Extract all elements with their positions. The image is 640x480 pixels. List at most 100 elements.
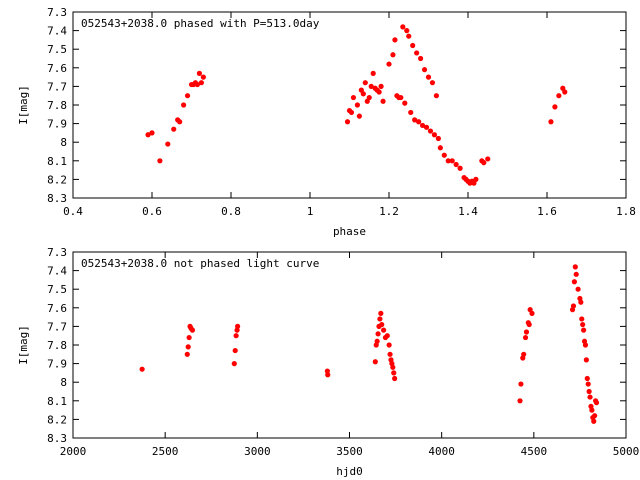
data-point xyxy=(473,176,479,182)
y-tick-label: 7.7 xyxy=(47,80,67,93)
x-tick-label: 1 xyxy=(307,205,314,218)
data-point xyxy=(387,351,393,357)
data-point xyxy=(350,94,357,101)
data-point xyxy=(445,158,451,164)
y-tick-label: 7.6 xyxy=(47,302,67,315)
data-point xyxy=(523,329,530,335)
data-point xyxy=(586,388,592,395)
data-point xyxy=(580,321,586,328)
data-point xyxy=(171,126,177,132)
data-point xyxy=(522,334,529,341)
data-point xyxy=(585,381,591,387)
data-point xyxy=(184,351,190,357)
data-point xyxy=(485,156,491,162)
data-point xyxy=(377,316,383,322)
x-tick-label: 5000 xyxy=(613,445,640,458)
x-tick-label: 3500 xyxy=(336,445,363,458)
data-point xyxy=(581,327,587,333)
data-point xyxy=(449,158,455,164)
data-point xyxy=(374,338,380,344)
data-point xyxy=(386,61,392,67)
data-point xyxy=(189,327,196,333)
data-point xyxy=(572,264,578,270)
data-point xyxy=(437,145,443,151)
phased-chart-title: 052543+2038.0 phased with P=513.0day xyxy=(81,17,320,30)
data-point xyxy=(380,98,386,104)
data-point xyxy=(578,299,584,305)
data-point xyxy=(529,310,535,316)
data-point xyxy=(362,80,368,86)
data-point xyxy=(404,28,410,34)
data-point xyxy=(348,109,355,116)
data-point xyxy=(360,91,366,97)
data-point xyxy=(433,93,439,99)
y-tick-label: 7.4 xyxy=(47,265,67,278)
y-tick-label: 7.3 xyxy=(47,246,67,259)
data-point xyxy=(370,70,376,76)
data-point xyxy=(587,394,593,400)
data-point xyxy=(582,342,589,348)
x-tick-label: 1.4 xyxy=(458,205,478,218)
data-point xyxy=(390,364,396,370)
data-point xyxy=(518,381,524,387)
data-point xyxy=(232,347,238,354)
y-tick-label: 7.8 xyxy=(47,339,67,352)
unphased-x-axis-label: hjd0 xyxy=(336,465,363,478)
data-point xyxy=(579,316,585,322)
data-point xyxy=(441,152,447,158)
data-point xyxy=(181,102,187,108)
data-point xyxy=(165,141,171,147)
x-tick-label: 1.2 xyxy=(379,205,399,218)
data-point xyxy=(354,102,360,108)
data-point xyxy=(457,165,463,171)
data-point xyxy=(412,117,418,123)
data-point xyxy=(435,135,441,142)
x-tick-label: 4000 xyxy=(428,445,455,458)
y-tick-label: 7.3 xyxy=(47,6,67,19)
y-tick-label: 8.3 xyxy=(47,192,67,205)
data-point xyxy=(186,334,192,341)
data-point xyxy=(194,81,201,88)
x-tick-label: 1.8 xyxy=(616,205,636,218)
data-point xyxy=(402,100,408,106)
data-point xyxy=(591,418,597,424)
data-point xyxy=(139,366,145,372)
data-point xyxy=(375,331,381,337)
data-point xyxy=(575,286,581,292)
data-point xyxy=(233,333,239,339)
data-point xyxy=(418,55,424,62)
data-point xyxy=(423,124,430,130)
data-point xyxy=(372,359,378,365)
y-tick-label: 7.5 xyxy=(47,283,67,296)
x-tick-label: 0.8 xyxy=(221,205,241,218)
data-point xyxy=(391,370,397,376)
data-point xyxy=(431,132,438,138)
data-point xyxy=(235,323,241,329)
data-point xyxy=(196,70,202,76)
unphased-light-curve-panel: 2000 2500 3000 3500 4000 4500 5000 7.3 7.4 7.5 7.6… xyxy=(17,246,639,478)
data-point xyxy=(368,83,374,89)
data-point xyxy=(378,83,384,89)
data-point xyxy=(392,37,398,43)
data-point xyxy=(145,132,151,138)
y-tick-label: 7.5 xyxy=(47,43,67,56)
phased-light-curve-panel: 0.4 0.6 0.8 1 1.2 1.4 1.6 1.8 7.3 7.4 7.5 7.6 7.7 7.8… xyxy=(17,6,636,238)
data-point xyxy=(556,93,562,99)
data-point xyxy=(200,74,206,80)
data-point xyxy=(453,161,459,168)
data-point xyxy=(231,361,237,367)
y-tick-label: 7.7 xyxy=(47,320,67,333)
data-point xyxy=(592,413,598,419)
data-point xyxy=(344,119,351,125)
data-point xyxy=(184,93,191,99)
data-point xyxy=(593,400,600,406)
phased-x-axis-label: phase xyxy=(333,225,366,238)
data-point xyxy=(414,50,420,56)
y-tick-label: 8.1 xyxy=(47,155,67,168)
data-point xyxy=(325,372,331,378)
x-tick-label: 2500 xyxy=(152,445,179,458)
data-point xyxy=(400,24,406,30)
x-tick-label: 2000 xyxy=(60,445,87,458)
x-tick-label: 0.4 xyxy=(63,205,83,218)
